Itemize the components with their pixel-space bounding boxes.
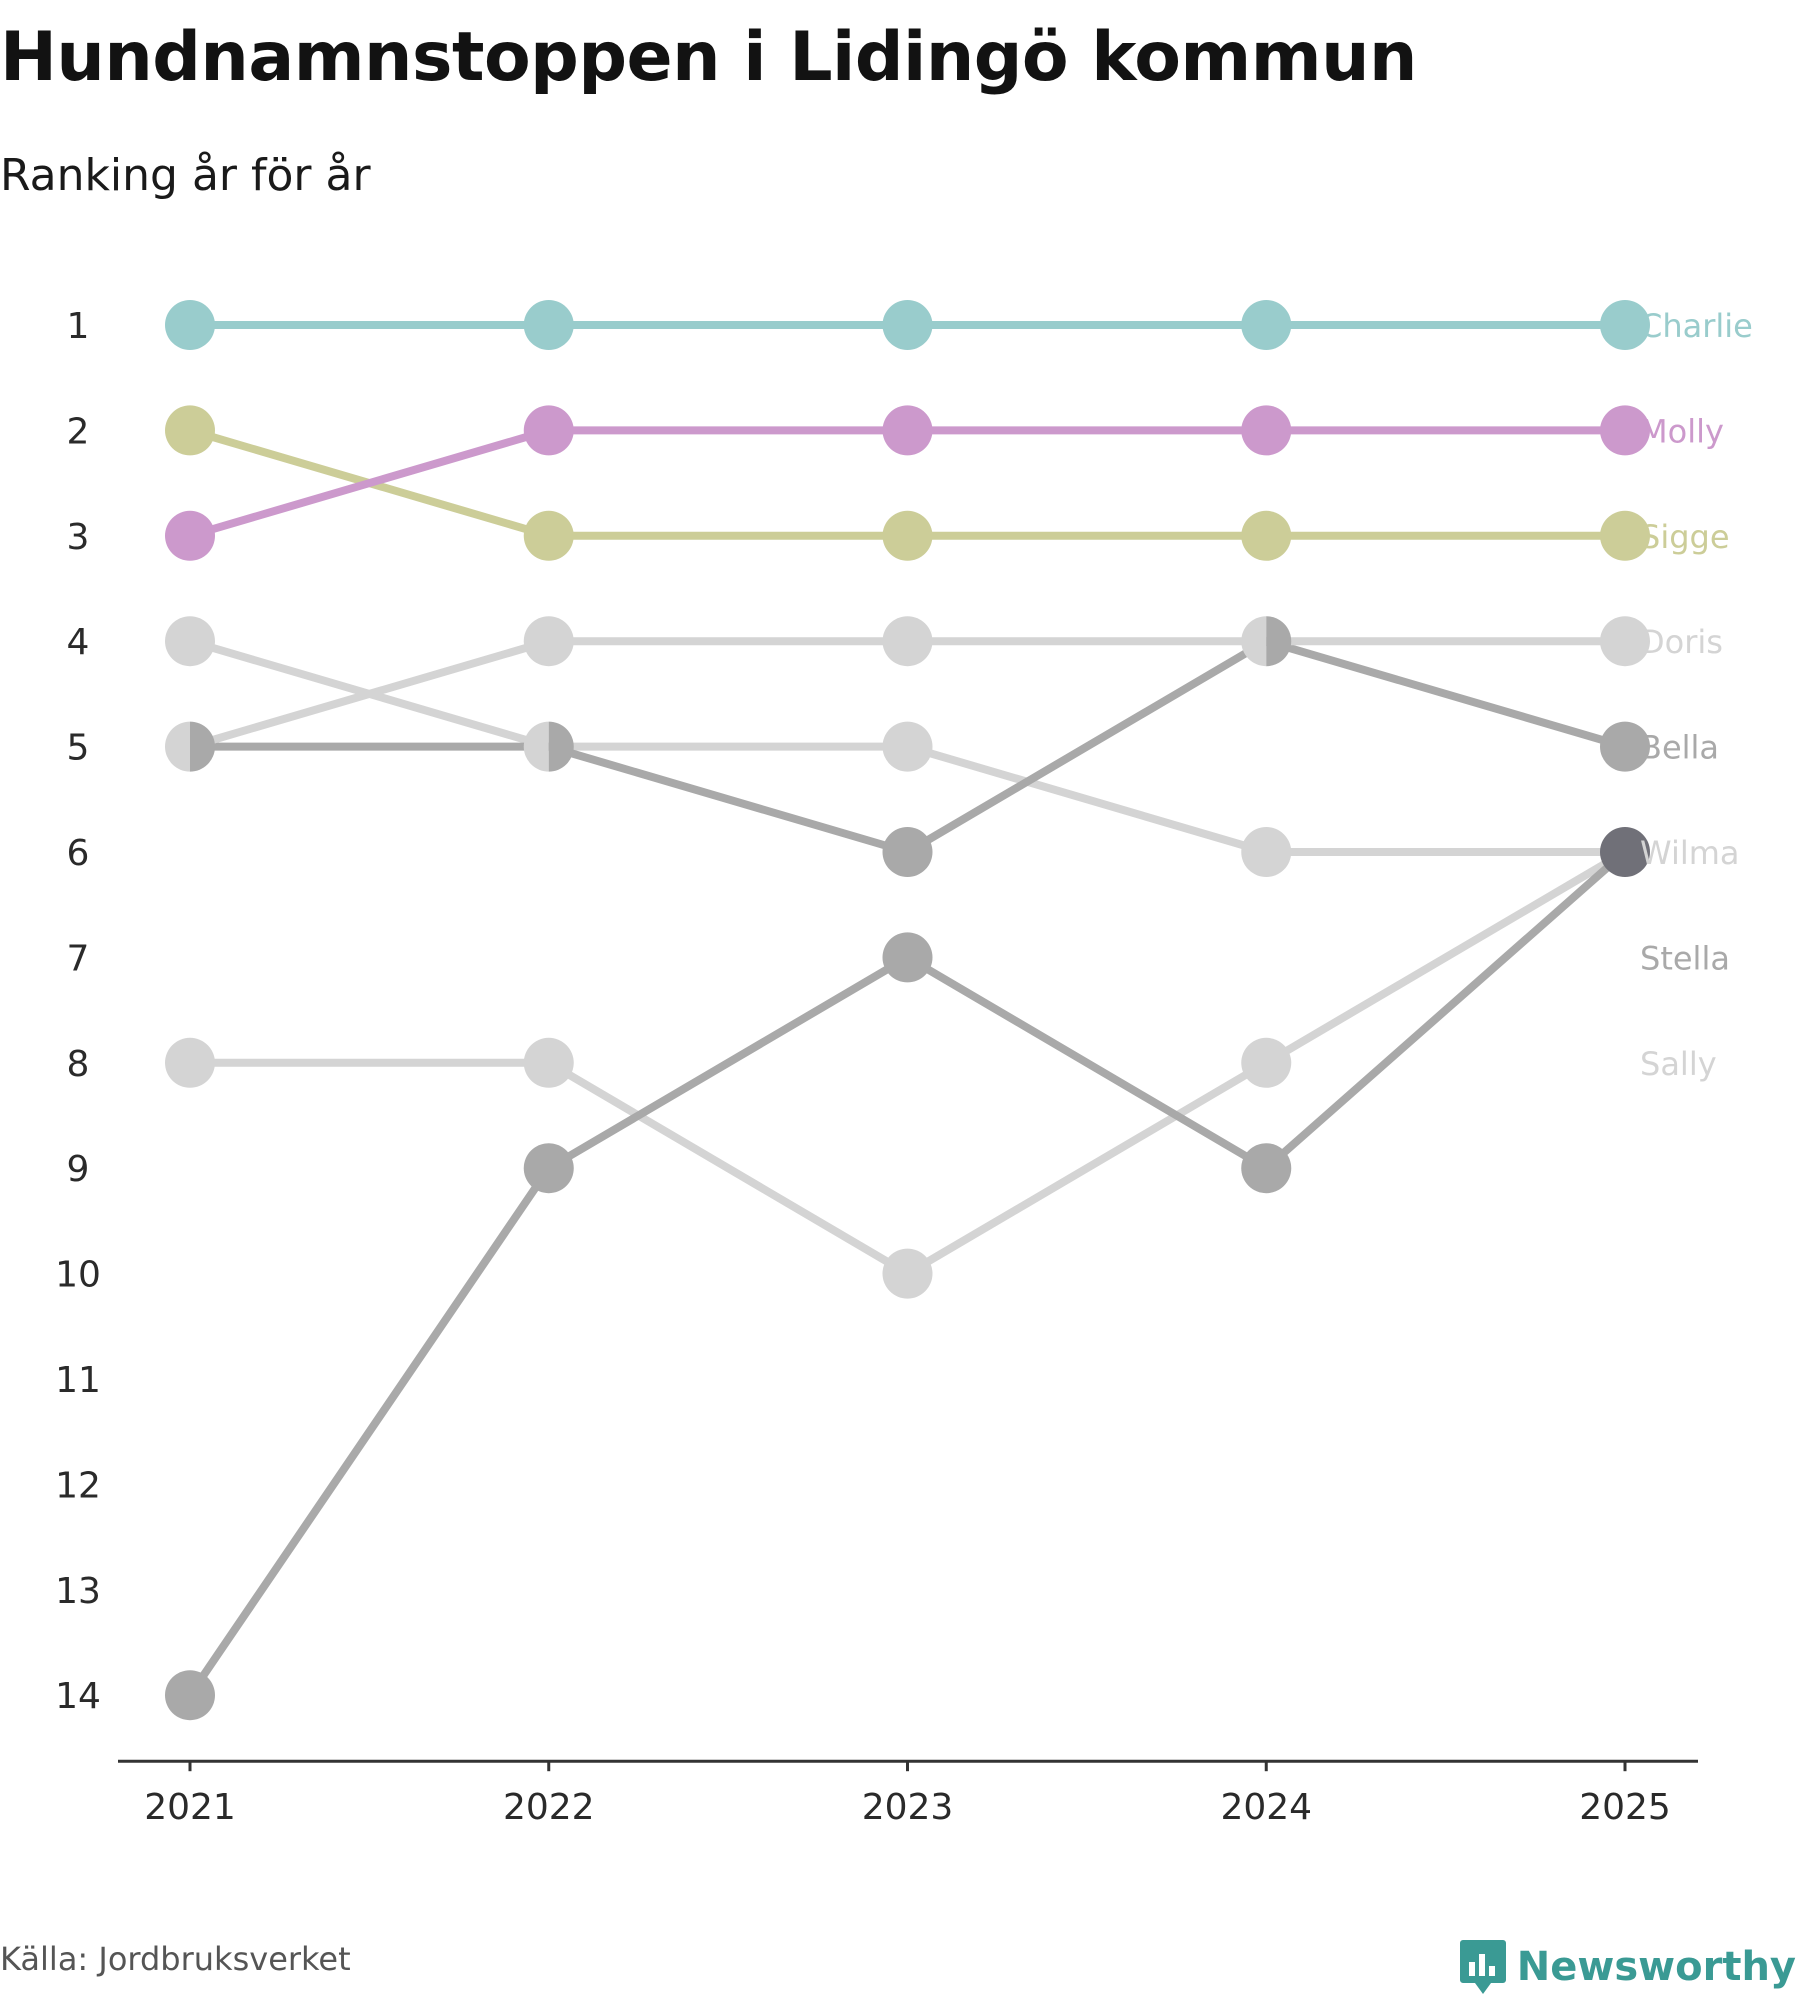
point-bella-2022 bbox=[548, 721, 574, 772]
point-doris-2021 bbox=[165, 721, 190, 772]
point-molly-2021 bbox=[165, 510, 215, 561]
brand-logo: Newsworthy bbox=[1459, 1938, 1796, 1996]
y-tick-label-5: 5 bbox=[67, 728, 90, 769]
y-tick-label-2: 2 bbox=[67, 411, 90, 452]
point-charlie-2023 bbox=[882, 300, 933, 350]
end-label-sally: Sally bbox=[1640, 1045, 1717, 1083]
brand-name: Newsworthy bbox=[1516, 1944, 1796, 1990]
point-sally-2024 bbox=[1241, 1037, 1292, 1088]
point-sigge-2024 bbox=[1241, 510, 1292, 561]
point-molly-2022 bbox=[523, 405, 574, 456]
x-tick-label-2025: 2025 bbox=[1579, 1787, 1671, 1828]
end-label-sigge: Sigge bbox=[1640, 518, 1730, 556]
point-bella-2024 bbox=[1266, 616, 1292, 667]
end-label-doris: Doris bbox=[1640, 623, 1723, 661]
point-bella-2021 bbox=[190, 721, 216, 772]
y-tick-label-6: 6 bbox=[67, 833, 90, 874]
x-tick-label-2022: 2022 bbox=[503, 1787, 595, 1828]
point-charlie-2024 bbox=[1241, 300, 1292, 350]
end-label-wilma: Wilma bbox=[1640, 834, 1740, 872]
point-molly-2023 bbox=[882, 405, 933, 456]
chart-title: Hundnamnstoppen i Lidingö kommun bbox=[0, 18, 1417, 97]
y-tick-label-11: 11 bbox=[55, 1360, 101, 1401]
series-line-sally bbox=[186, 848, 1629, 1278]
y-tick-label-3: 3 bbox=[67, 517, 90, 558]
newsworthy-logo-icon bbox=[1459, 1940, 1506, 1994]
point-doris-2022 bbox=[523, 616, 574, 667]
point-sigge-2022 bbox=[523, 510, 574, 561]
point-wilma-2023 bbox=[882, 721, 933, 772]
y-tick-label-9: 9 bbox=[67, 1149, 90, 1190]
y-tick-label-4: 4 bbox=[67, 622, 90, 663]
y-tick-label-1: 1 bbox=[67, 306, 90, 347]
point-sally-2021 bbox=[165, 1037, 215, 1088]
point-wilma-2024 bbox=[1241, 827, 1292, 877]
y-tick-label-12: 12 bbox=[55, 1465, 101, 1506]
point-sigge-2023 bbox=[882, 510, 933, 561]
point-sigge-2021 bbox=[165, 405, 215, 456]
x-tick-label-2021: 2021 bbox=[144, 1787, 236, 1828]
point-wilma-2021 bbox=[165, 616, 215, 667]
x-tick-label-2024: 2024 bbox=[1220, 1787, 1312, 1828]
y-tick-label-8: 8 bbox=[67, 1044, 90, 1085]
point-doris-2024 bbox=[1241, 616, 1267, 667]
end-label-charlie: Charlie bbox=[1640, 307, 1753, 345]
point-doris-2025 bbox=[1600, 616, 1650, 667]
point-stella-2021 bbox=[165, 1670, 215, 1721]
x-tick-label-2023: 2023 bbox=[862, 1787, 954, 1828]
point-sally-2022 bbox=[523, 1037, 574, 1088]
point-stella-2024 bbox=[1241, 1143, 1292, 1194]
end-label-bella: Bella bbox=[1640, 729, 1719, 767]
point-charlie-2025 bbox=[1600, 300, 1650, 350]
point-bella-2025 bbox=[1600, 721, 1650, 772]
point-bella-2023 bbox=[882, 827, 933, 877]
point-charlie-2022 bbox=[523, 300, 574, 350]
point-molly-2024 bbox=[1241, 405, 1292, 456]
end-label-molly: Molly bbox=[1640, 412, 1724, 450]
point-overlap-2025-rank-6 bbox=[1600, 827, 1650, 877]
y-tick-label-13: 13 bbox=[55, 1571, 101, 1612]
point-stella-2023 bbox=[882, 932, 933, 983]
y-tick-label-10: 10 bbox=[55, 1255, 101, 1296]
y-tick-label-14: 14 bbox=[55, 1676, 101, 1717]
point-stella-2022 bbox=[523, 1143, 574, 1194]
chart-subtitle: Ranking år för år bbox=[0, 150, 371, 201]
point-sigge-2025 bbox=[1600, 510, 1650, 561]
point-wilma-2022 bbox=[523, 721, 549, 772]
y-tick-label-7: 7 bbox=[67, 938, 90, 979]
end-label-stella: Stella bbox=[1640, 939, 1730, 977]
point-sally-2023 bbox=[882, 1248, 933, 1299]
point-charlie-2021 bbox=[165, 300, 215, 350]
source-note: Källa: Jordbruksverket bbox=[0, 1940, 351, 1978]
point-doris-2023 bbox=[882, 616, 933, 667]
point-molly-2025 bbox=[1600, 405, 1650, 456]
